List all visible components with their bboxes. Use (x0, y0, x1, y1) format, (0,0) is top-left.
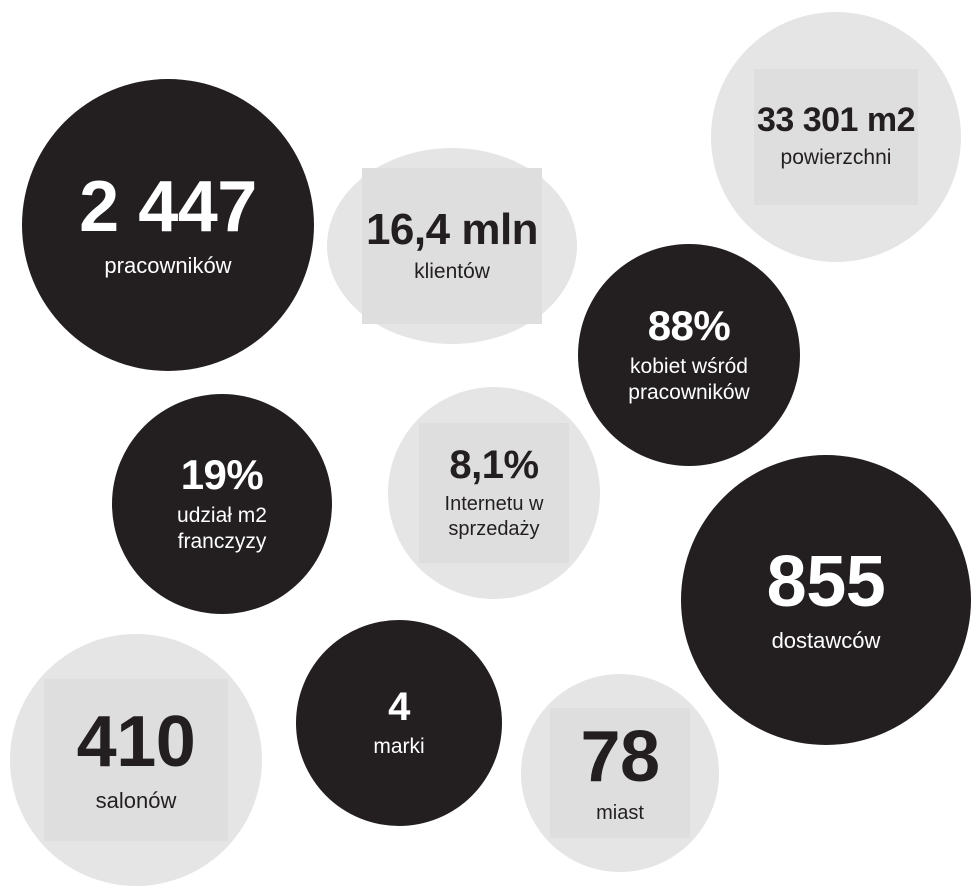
stat-bubble-area: 33 301 m2 powierzchni (711, 12, 961, 262)
stat-bubble-salons: 410 salonów (10, 634, 262, 886)
stat-content: 19% udział m2 franczyzy (177, 450, 267, 556)
stat-bubble-franchise: 19% udział m2 franczyzy (112, 394, 332, 614)
stat-value: 19% (180, 450, 264, 498)
stat-value: 16,4 mln (365, 204, 539, 254)
stat-content: 8,1% Internetu w sprzedaży (419, 423, 569, 563)
stat-bubble-women: 88% kobiet wśród pracowników (578, 244, 800, 466)
stat-label-line: Internetu w (444, 493, 544, 515)
stat-content: 4 marki (373, 686, 424, 760)
stat-value: 78 (580, 716, 660, 797)
stat-label-line: franczyzy (177, 530, 267, 554)
stat-bubble-suppliers: 855 dostawców (681, 455, 971, 745)
stat-value: 8,1% (449, 443, 539, 487)
stat-value: 855 (766, 542, 886, 623)
stat-content: 855 dostawców (767, 545, 886, 654)
stat-label-line: kobiet wśród (630, 354, 748, 378)
stat-value: 33 301 m2 (756, 101, 916, 140)
stat-label: marki (373, 734, 425, 758)
stat-label: powierzchni (780, 145, 892, 169)
stat-label-line: udział m2 (177, 503, 267, 527)
stat-bubble-internet: 8,1% Internetu w sprzedaży (388, 387, 600, 599)
stat-content: 78 miast (550, 708, 690, 838)
stat-label: kobiet wśród pracowników (628, 354, 749, 407)
stat-bubble-cities: 78 miast (521, 674, 719, 872)
stat-content: 88% kobiet wśród pracowników (628, 301, 749, 407)
stat-value: 4 (388, 684, 410, 729)
stat-bubble-employees: 2 447 pracowników (22, 79, 314, 371)
stat-label: Internetu w sprzedaży (445, 492, 544, 542)
stat-label: klientów (414, 259, 490, 283)
stat-value: 88% (647, 301, 731, 349)
stat-content: 410 salonów (44, 679, 228, 841)
stat-label: miast (596, 802, 644, 825)
stat-label-line: sprzedaży (448, 518, 540, 540)
stat-label: dostawców (771, 628, 881, 654)
stat-value: 410 (76, 702, 196, 783)
stat-bubble-brands: 4 marki (296, 620, 502, 826)
stat-value: 2 447 (79, 167, 257, 248)
stat-content: 2 447 pracowników (79, 170, 257, 279)
stat-bubble-clients: 16,4 mln klientów (327, 148, 577, 344)
stat-content: 16,4 mln klientów (362, 168, 542, 324)
stat-label: pracowników (104, 253, 232, 279)
stat-label-line: pracowników (628, 381, 750, 405)
stat-label: salonów (95, 788, 177, 814)
stat-content: 33 301 m2 powierzchni (754, 69, 918, 205)
stat-label: udział m2 franczyzy (177, 503, 267, 556)
